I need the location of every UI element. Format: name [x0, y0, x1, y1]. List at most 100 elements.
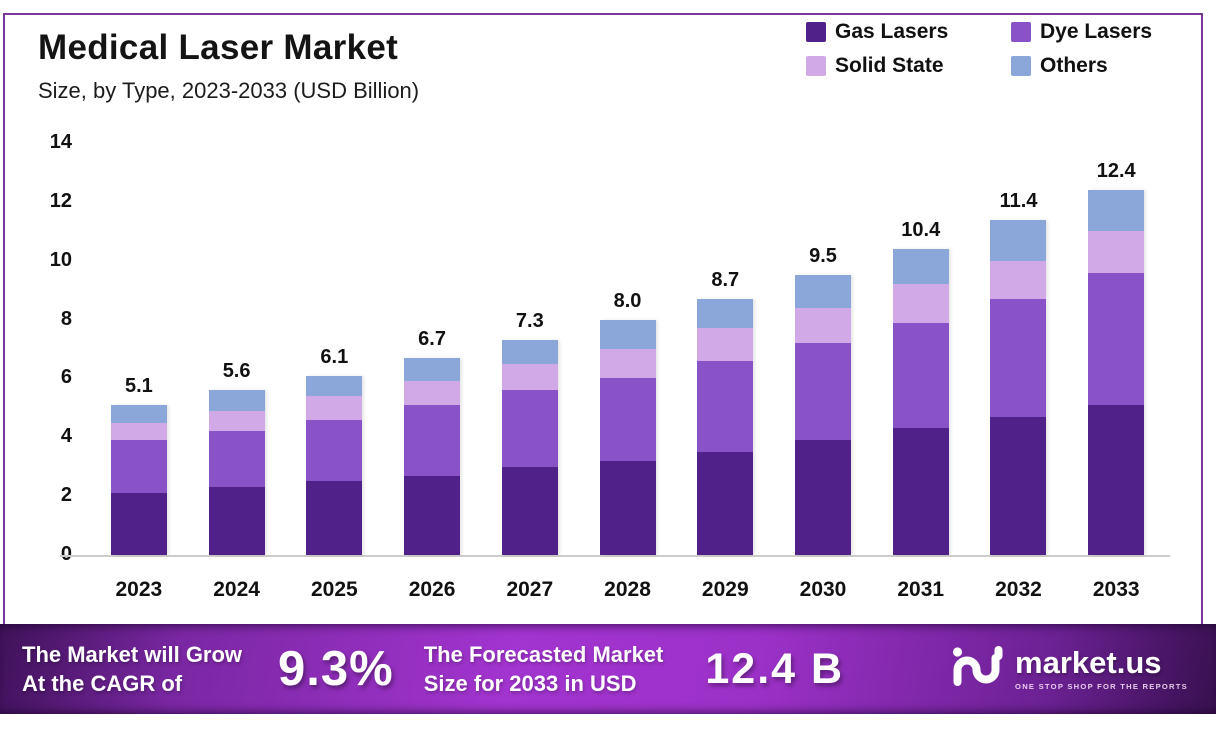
bar-total-label-2028: 8.0 — [613, 289, 642, 312]
bar-total-label-2032: 11.4 — [999, 189, 1038, 212]
x-tick-2025: 2025 — [310, 578, 358, 601]
bar-segment-solid-state-2028 — [599, 349, 656, 379]
cagr-label-line2: At the CAGR of — [22, 671, 183, 696]
bar-segment-gas-lasers-2030 — [795, 440, 851, 555]
bar-segment-dye-lasers-2027 — [501, 390, 558, 467]
brand-tagline: ONE STOP SHOP FOR THE REPORTS — [1015, 682, 1188, 691]
bar-stack-2027 — [501, 340, 558, 555]
x-tick-2027: 2027 — [506, 578, 554, 601]
bar-segment-dye-lasers-2023 — [110, 440, 167, 494]
y-tick-2: 2 — [60, 484, 72, 507]
cagr-label: The Market will Grow At the CAGR of — [22, 640, 242, 698]
bar-segment-gas-lasers-2031 — [892, 428, 949, 555]
bar-column-2024: 5.6 — [188, 143, 286, 555]
bar-segment-dye-lasers-2032 — [990, 298, 1047, 417]
bar-column-2029: 8.7 — [676, 143, 774, 555]
bar-segment-others-2031 — [892, 248, 949, 285]
bar-column-2033: 12.4 — [1067, 143, 1165, 555]
bar-segment-gas-lasers-2029 — [697, 452, 754, 555]
brand-logo: market.us ONE STOP SHOP FOR THE REPORTS — [951, 644, 1188, 695]
bar-segment-others-2032 — [990, 219, 1047, 261]
bar-segment-dye-lasers-2026 — [404, 404, 461, 476]
x-tick-2033: 2033 — [1092, 578, 1140, 601]
bar-segment-dye-lasers-2024 — [208, 431, 265, 488]
x-tick-2028: 2028 — [604, 578, 651, 601]
footer-banner: The Market will Grow At the CAGR of 9.3%… — [0, 624, 1216, 714]
bar-segment-solid-state-2031 — [892, 284, 949, 323]
bar-stack-2025 — [306, 375, 363, 555]
forecast-value: 12.4 B — [705, 644, 845, 693]
legend-item-gas-lasers: Gas Lasers — [806, 20, 1011, 44]
bar-segment-gas-lasers-2032 — [990, 416, 1047, 555]
cagr-value: 9.3% — [278, 642, 394, 696]
bar-segment-solid-state-2024 — [208, 410, 265, 432]
brand-text: market.us ONE STOP SHOP FOR THE REPORTS — [1015, 647, 1188, 691]
market-us-logo-icon — [951, 644, 1003, 695]
bar-group: 5.1 5.6 6.1 6.7 7.3 8.0 8.7 9.5 10.4 11.4 12.4 — [90, 143, 1165, 555]
bar-segment-dye-lasers-2028 — [599, 378, 656, 461]
bar-segment-others-2027 — [501, 340, 558, 364]
legend-item-others: Others — [1011, 54, 1152, 78]
y-tick-12: 12 — [49, 189, 72, 212]
x-tick-2031: 2031 — [897, 578, 945, 601]
bar-stack-2028 — [599, 319, 656, 555]
bar-total-label-2026: 6.7 — [418, 327, 446, 350]
bar-segment-dye-lasers-2025 — [306, 419, 363, 482]
bar-column-2030: 9.5 — [774, 143, 872, 555]
chart-title: Medical Laser Market — [38, 28, 399, 67]
bar-stack-2032 — [990, 219, 1047, 555]
legend-label: Dye Lasers — [1040, 20, 1153, 43]
bar-column-2028: 8.0 — [579, 143, 677, 555]
x-tick-2030: 2030 — [799, 578, 847, 601]
bar-column-2025: 6.1 — [285, 143, 383, 555]
brand-name: market.us — [1015, 645, 1162, 680]
title-block: Medical Laser Market Size, by Type, 2023… — [38, 28, 419, 104]
y-tick-10: 10 — [49, 248, 72, 271]
bar-total-label-2027: 7.3 — [515, 310, 544, 333]
legend-label: Gas Lasers — [835, 20, 949, 43]
bar-segment-others-2025 — [306, 375, 363, 397]
legend-label: Others — [1040, 54, 1108, 77]
x-tick-2029: 2029 — [701, 578, 749, 601]
bar-stack-2024 — [208, 390, 265, 555]
bar-total-label-2033: 12.4 — [1096, 160, 1136, 183]
legend-swatch-icon — [1011, 56, 1031, 76]
bar-segment-others-2023 — [110, 404, 167, 423]
bar-column-2027: 7.3 — [481, 143, 579, 555]
bar-segment-gas-lasers-2033 — [1088, 404, 1145, 555]
bar-segment-gas-lasers-2028 — [599, 460, 656, 555]
bar-total-label-2025: 6.1 — [320, 345, 349, 368]
x-tick-2023: 2023 — [115, 578, 163, 601]
legend-swatch-icon — [806, 22, 826, 42]
bar-total-label-2024: 5.6 — [222, 360, 251, 383]
bar-total-label-2023: 5.1 — [124, 374, 153, 397]
bar-stack-2030 — [795, 275, 851, 555]
bar-segment-solid-state-2023 — [110, 422, 167, 441]
bar-stack-2029 — [697, 299, 754, 555]
bar-segment-others-2028 — [599, 319, 656, 350]
bar-segment-gas-lasers-2024 — [208, 487, 265, 555]
bar-segment-solid-state-2032 — [990, 260, 1047, 299]
bar-segment-others-2033 — [1088, 190, 1145, 232]
legend-swatch-icon — [806, 56, 826, 76]
bar-column-2026: 6.7 — [383, 143, 481, 555]
bar-column-2032: 11.4 — [970, 143, 1068, 555]
bar-segment-solid-state-2029 — [697, 328, 754, 361]
bar-segment-solid-state-2030 — [795, 307, 851, 344]
plot-area: 5.1 5.6 6.1 6.7 7.3 8.0 8.7 9.5 10.4 11.4 12.4 — [90, 143, 1165, 555]
bar-segment-others-2024 — [208, 390, 265, 411]
y-tick-4: 4 — [60, 425, 72, 448]
bar-segment-others-2026 — [404, 357, 461, 382]
legend-swatch-icon — [1011, 22, 1031, 42]
bar-total-label-2029: 8.7 — [711, 269, 740, 291]
bar-segment-dye-lasers-2029 — [697, 360, 754, 452]
bar-segment-solid-state-2025 — [306, 396, 363, 420]
bar-stack-2031 — [892, 248, 949, 555]
x-tick-2026: 2026 — [408, 578, 456, 601]
legend-item-solid-state: Solid State — [806, 54, 1011, 78]
bar-segment-solid-state-2033 — [1088, 231, 1145, 273]
x-tick-2032: 2032 — [995, 578, 1042, 601]
y-tick-14: 14 — [49, 131, 72, 153]
bar-segment-gas-lasers-2027 — [501, 466, 558, 555]
bar-column-2023: 5.1 — [90, 143, 188, 555]
